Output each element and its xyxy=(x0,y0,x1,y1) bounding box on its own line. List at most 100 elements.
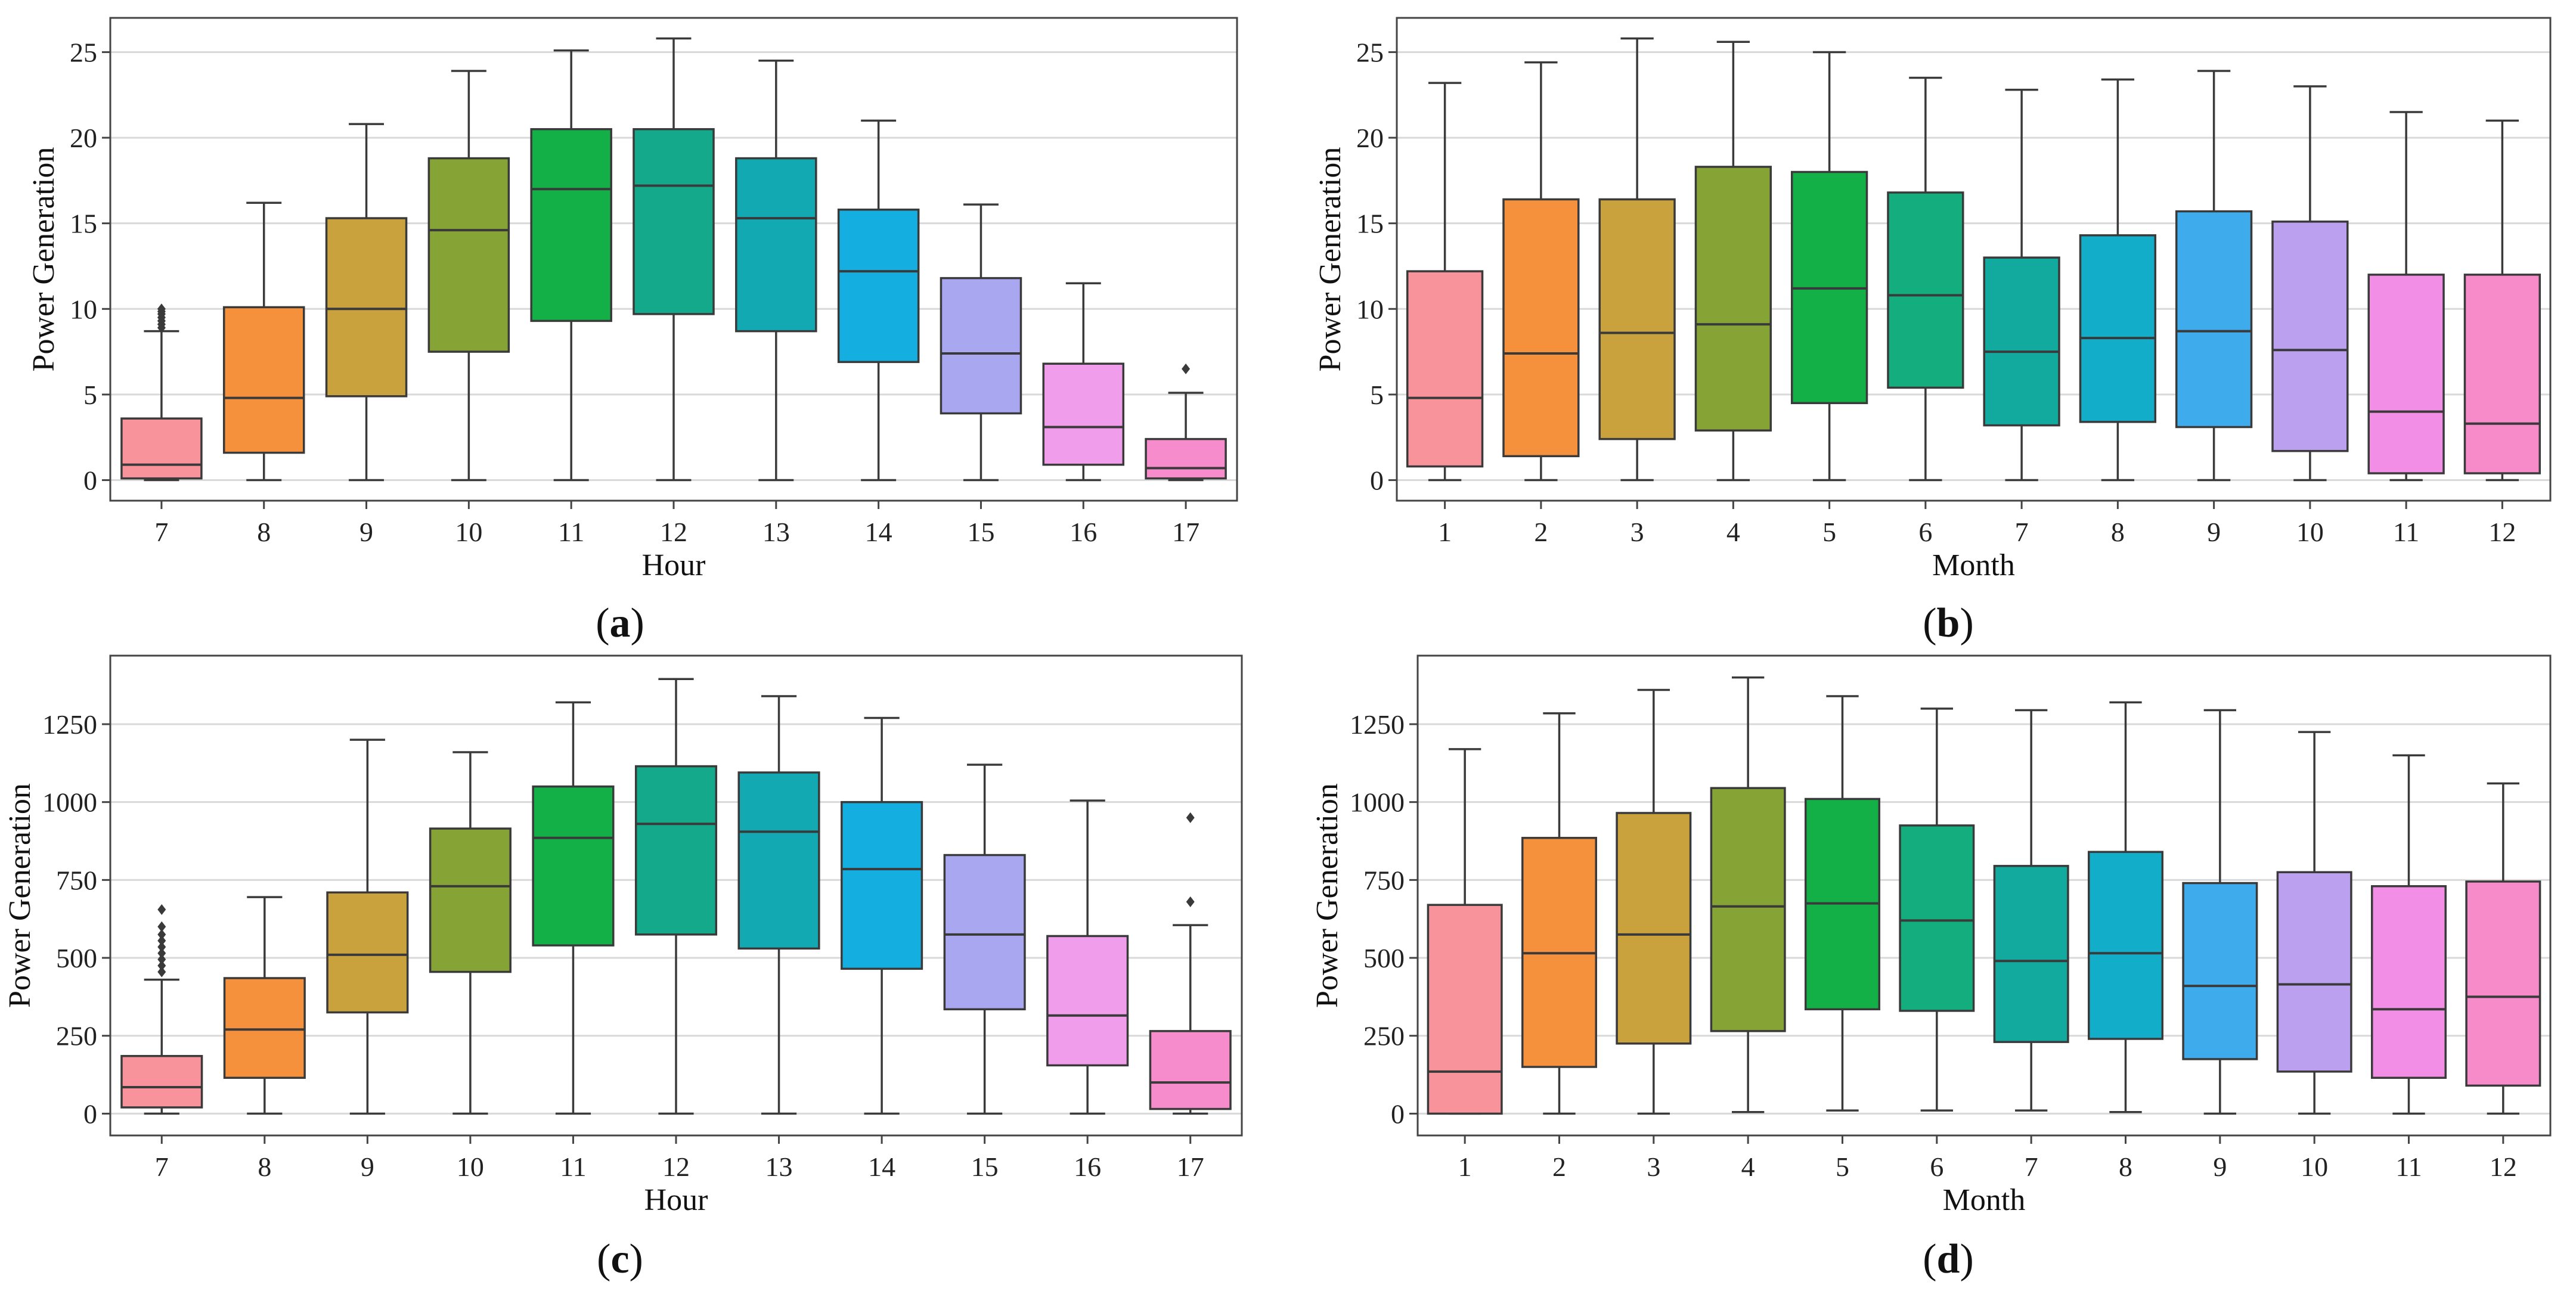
box-14 xyxy=(841,716,923,1115)
box-11 xyxy=(2371,754,2447,1115)
iqr-box xyxy=(1145,437,1227,480)
caption-close-paren: ) xyxy=(1960,1236,1973,1282)
y-tick-label: 20 xyxy=(1356,123,1384,153)
y-axis-label: Power Generation xyxy=(1310,783,1344,1008)
x-tick-label: 4 xyxy=(1741,1152,1755,1182)
y-tick-label: 250 xyxy=(1363,1021,1405,1051)
x-tick-label: 7 xyxy=(154,517,168,547)
box-8 xyxy=(223,896,306,1115)
box-10 xyxy=(427,70,510,482)
y-tick-label: 1250 xyxy=(1350,709,1405,740)
iqr-box xyxy=(2175,210,2253,429)
panel-caption: (c) xyxy=(597,1236,643,1282)
y-tick-label: 0 xyxy=(83,466,97,496)
box-16 xyxy=(1042,282,1125,482)
box-6 xyxy=(1887,76,1964,482)
iqr-box xyxy=(2182,882,2258,1060)
x-tick-label: 3 xyxy=(1630,517,1644,547)
box-12 xyxy=(2465,782,2541,1115)
iqr-box xyxy=(1042,362,1125,466)
x-tick-label: 9 xyxy=(361,1152,374,1182)
iqr-box xyxy=(735,157,817,333)
x-tick-label: 10 xyxy=(457,1152,484,1182)
x-tick-label: 7 xyxy=(155,1152,169,1182)
x-tick-label: 11 xyxy=(2393,517,2419,547)
caption-close-paren: ) xyxy=(630,1236,643,1282)
x-tick-label: 12 xyxy=(662,1152,690,1182)
x-axis-label: Hour xyxy=(644,1183,708,1217)
box-9 xyxy=(2175,70,2253,482)
iqr-box xyxy=(1046,935,1129,1067)
panel-caption: (d) xyxy=(1923,1236,1974,1282)
outlier-point xyxy=(157,960,166,972)
box-10 xyxy=(2276,731,2352,1115)
x-tick-label: 11 xyxy=(560,1152,586,1182)
box-12 xyxy=(633,37,715,482)
y-tick-label: 0 xyxy=(1370,466,1384,496)
box-7 xyxy=(1983,88,2060,482)
iqr-box xyxy=(1406,270,1484,468)
x-tick-label: 1 xyxy=(1458,1152,1472,1182)
caption-close-paren: ) xyxy=(1960,600,1973,646)
box-5 xyxy=(1790,51,1868,482)
iqr-box xyxy=(1694,166,1772,432)
x-tick-label: 2 xyxy=(1552,1152,1566,1182)
x-tick-label: 5 xyxy=(1822,517,1836,547)
iqr-box xyxy=(1149,1030,1232,1110)
box-8 xyxy=(2079,78,2157,482)
x-tick-label: 16 xyxy=(1070,517,1097,547)
outlier-point xyxy=(157,921,166,932)
panel-a: 0 5 10 15 20 25 7 8 9 10 11 12 13 14 15 16 17 Hour Power G… xyxy=(27,17,1238,646)
x-tick-label: 8 xyxy=(258,1152,271,1182)
y-tick-label: 10 xyxy=(70,294,97,324)
plot-frame xyxy=(1416,654,2552,1137)
box-3 xyxy=(1616,688,1692,1115)
outlier-point xyxy=(157,941,166,952)
x-tick-label: 12 xyxy=(660,517,687,547)
box-15 xyxy=(943,764,1026,1115)
outlier-point xyxy=(1186,812,1195,823)
iqr-box xyxy=(634,765,718,936)
x-tick-label: 12 xyxy=(2490,1152,2517,1182)
outlier-point xyxy=(157,929,166,940)
box-13 xyxy=(735,60,817,482)
outlier-point xyxy=(1186,896,1195,907)
y-tick-label: 500 xyxy=(1363,943,1405,973)
x-tick-label: 8 xyxy=(257,517,271,547)
x-tick-label: 15 xyxy=(967,517,994,547)
x-tick-label: 15 xyxy=(971,1152,999,1182)
x-tick-label: 3 xyxy=(1647,1152,1660,1182)
iqr-box xyxy=(1616,812,1692,1045)
outlier-point xyxy=(157,935,166,947)
x-tick-label: 7 xyxy=(2025,1152,2038,1182)
iqr-box xyxy=(2371,885,2447,1079)
iqr-box xyxy=(1993,865,2069,1043)
box-9 xyxy=(2182,709,2258,1115)
iqr-box xyxy=(2088,851,2163,1040)
x-tick-label: 17 xyxy=(1177,1152,1204,1182)
caption-open-paren: ( xyxy=(1923,600,1936,646)
box-13 xyxy=(737,695,820,1115)
iqr-box xyxy=(325,217,408,398)
box-1 xyxy=(1406,82,1484,482)
x-tick-label: 9 xyxy=(2207,517,2221,547)
x-tick-label: 1 xyxy=(1438,517,1452,547)
iqr-box xyxy=(1502,198,1580,458)
outlier-point xyxy=(1182,363,1191,374)
caption-open-paren: ( xyxy=(597,1236,610,1282)
y-tick-label: 500 xyxy=(56,943,97,973)
box-2 xyxy=(1521,712,1597,1115)
outlier-point xyxy=(157,303,166,315)
outlier-point xyxy=(157,948,166,959)
y-tick-label: 0 xyxy=(83,1098,97,1129)
iqr-box xyxy=(943,854,1026,1011)
y-tick-label: 20 xyxy=(70,123,97,153)
x-tick-label: 10 xyxy=(455,517,482,547)
x-tick-label: 13 xyxy=(765,1152,793,1182)
iqr-box xyxy=(737,771,820,950)
y-tick-label: 1000 xyxy=(1350,787,1405,818)
x-tick-label: 16 xyxy=(1074,1152,1101,1182)
